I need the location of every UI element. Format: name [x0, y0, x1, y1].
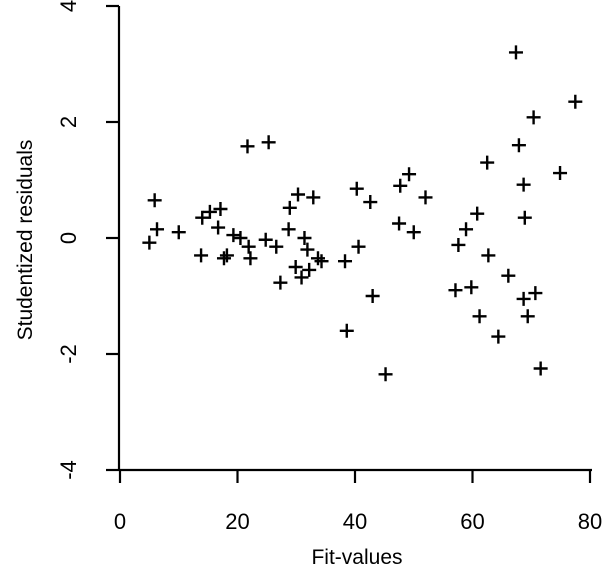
data-point — [528, 286, 543, 301]
data-point — [568, 94, 583, 109]
data-point — [233, 231, 248, 245]
data-point — [526, 110, 541, 125]
data-point — [393, 178, 408, 193]
data-point — [297, 231, 312, 245]
y-tick-label: 0 — [56, 232, 81, 244]
data-point — [418, 190, 433, 205]
data-point — [516, 291, 531, 306]
x-tick-label: 20 — [225, 509, 249, 534]
data-point — [213, 202, 228, 216]
data-point — [378, 367, 393, 382]
data-point — [281, 222, 296, 237]
data-point — [470, 206, 485, 221]
data-point — [240, 139, 255, 154]
data-point — [269, 239, 284, 254]
data-point — [491, 329, 506, 344]
y-tick-label: 4 — [56, 0, 81, 12]
data-point — [365, 289, 380, 303]
data-point — [282, 200, 297, 215]
data-point — [448, 283, 463, 298]
data-point — [142, 235, 157, 250]
data-point — [472, 309, 487, 324]
data-point — [351, 239, 366, 254]
data-point — [339, 323, 354, 338]
data-point — [464, 280, 479, 295]
data-point — [147, 193, 162, 208]
x-axis-label: Fit-values — [311, 546, 402, 569]
y-tick-label: -2 — [56, 344, 81, 364]
data-point — [402, 167, 417, 182]
y-tick-label: -4 — [56, 460, 81, 480]
data-point — [459, 222, 474, 237]
data-point — [314, 254, 329, 269]
data-point — [310, 251, 325, 266]
y-axis-label: Studentized residuals — [14, 140, 37, 341]
data-point — [241, 239, 256, 254]
data-point — [195, 210, 210, 225]
axes — [117, 6, 592, 472]
x-tick-label: 60 — [460, 509, 484, 534]
data-point — [306, 190, 321, 205]
data-point — [219, 248, 234, 263]
data-point — [349, 181, 364, 196]
y-axis-ticks: -4 -2 0 2 4 — [56, 0, 119, 480]
data-point — [480, 155, 495, 170]
data-point — [258, 232, 273, 247]
data-point — [194, 248, 209, 263]
data-point — [243, 251, 258, 266]
data-point — [211, 220, 226, 235]
data-point — [451, 237, 466, 252]
data-point — [516, 177, 531, 192]
data-point — [150, 222, 165, 237]
data-point — [406, 225, 421, 240]
data-point — [508, 45, 523, 60]
data-point — [261, 135, 276, 150]
data-point — [291, 187, 306, 202]
data-point — [273, 275, 288, 290]
data-point — [202, 204, 217, 219]
data-points — [142, 45, 583, 382]
data-point — [553, 166, 568, 181]
data-point — [533, 361, 548, 376]
data-point — [520, 309, 535, 324]
data-point — [501, 268, 516, 283]
data-point — [171, 225, 186, 240]
data-point — [511, 138, 526, 153]
x-tick-label: 40 — [343, 509, 367, 534]
data-point — [226, 228, 241, 243]
data-point — [392, 216, 407, 231]
data-point — [216, 251, 231, 266]
data-point — [302, 262, 317, 277]
x-tick-label: 80 — [578, 509, 602, 534]
x-axis-ticks: 0 20 40 60 80 — [114, 470, 602, 534]
data-point — [338, 254, 353, 269]
data-point — [294, 270, 309, 285]
x-tick-label: 0 — [114, 509, 126, 534]
y-tick-label: 2 — [56, 116, 81, 128]
data-point — [300, 242, 315, 257]
data-point — [363, 195, 378, 210]
data-point — [288, 260, 303, 274]
data-point — [517, 210, 532, 225]
data-point — [481, 248, 496, 263]
